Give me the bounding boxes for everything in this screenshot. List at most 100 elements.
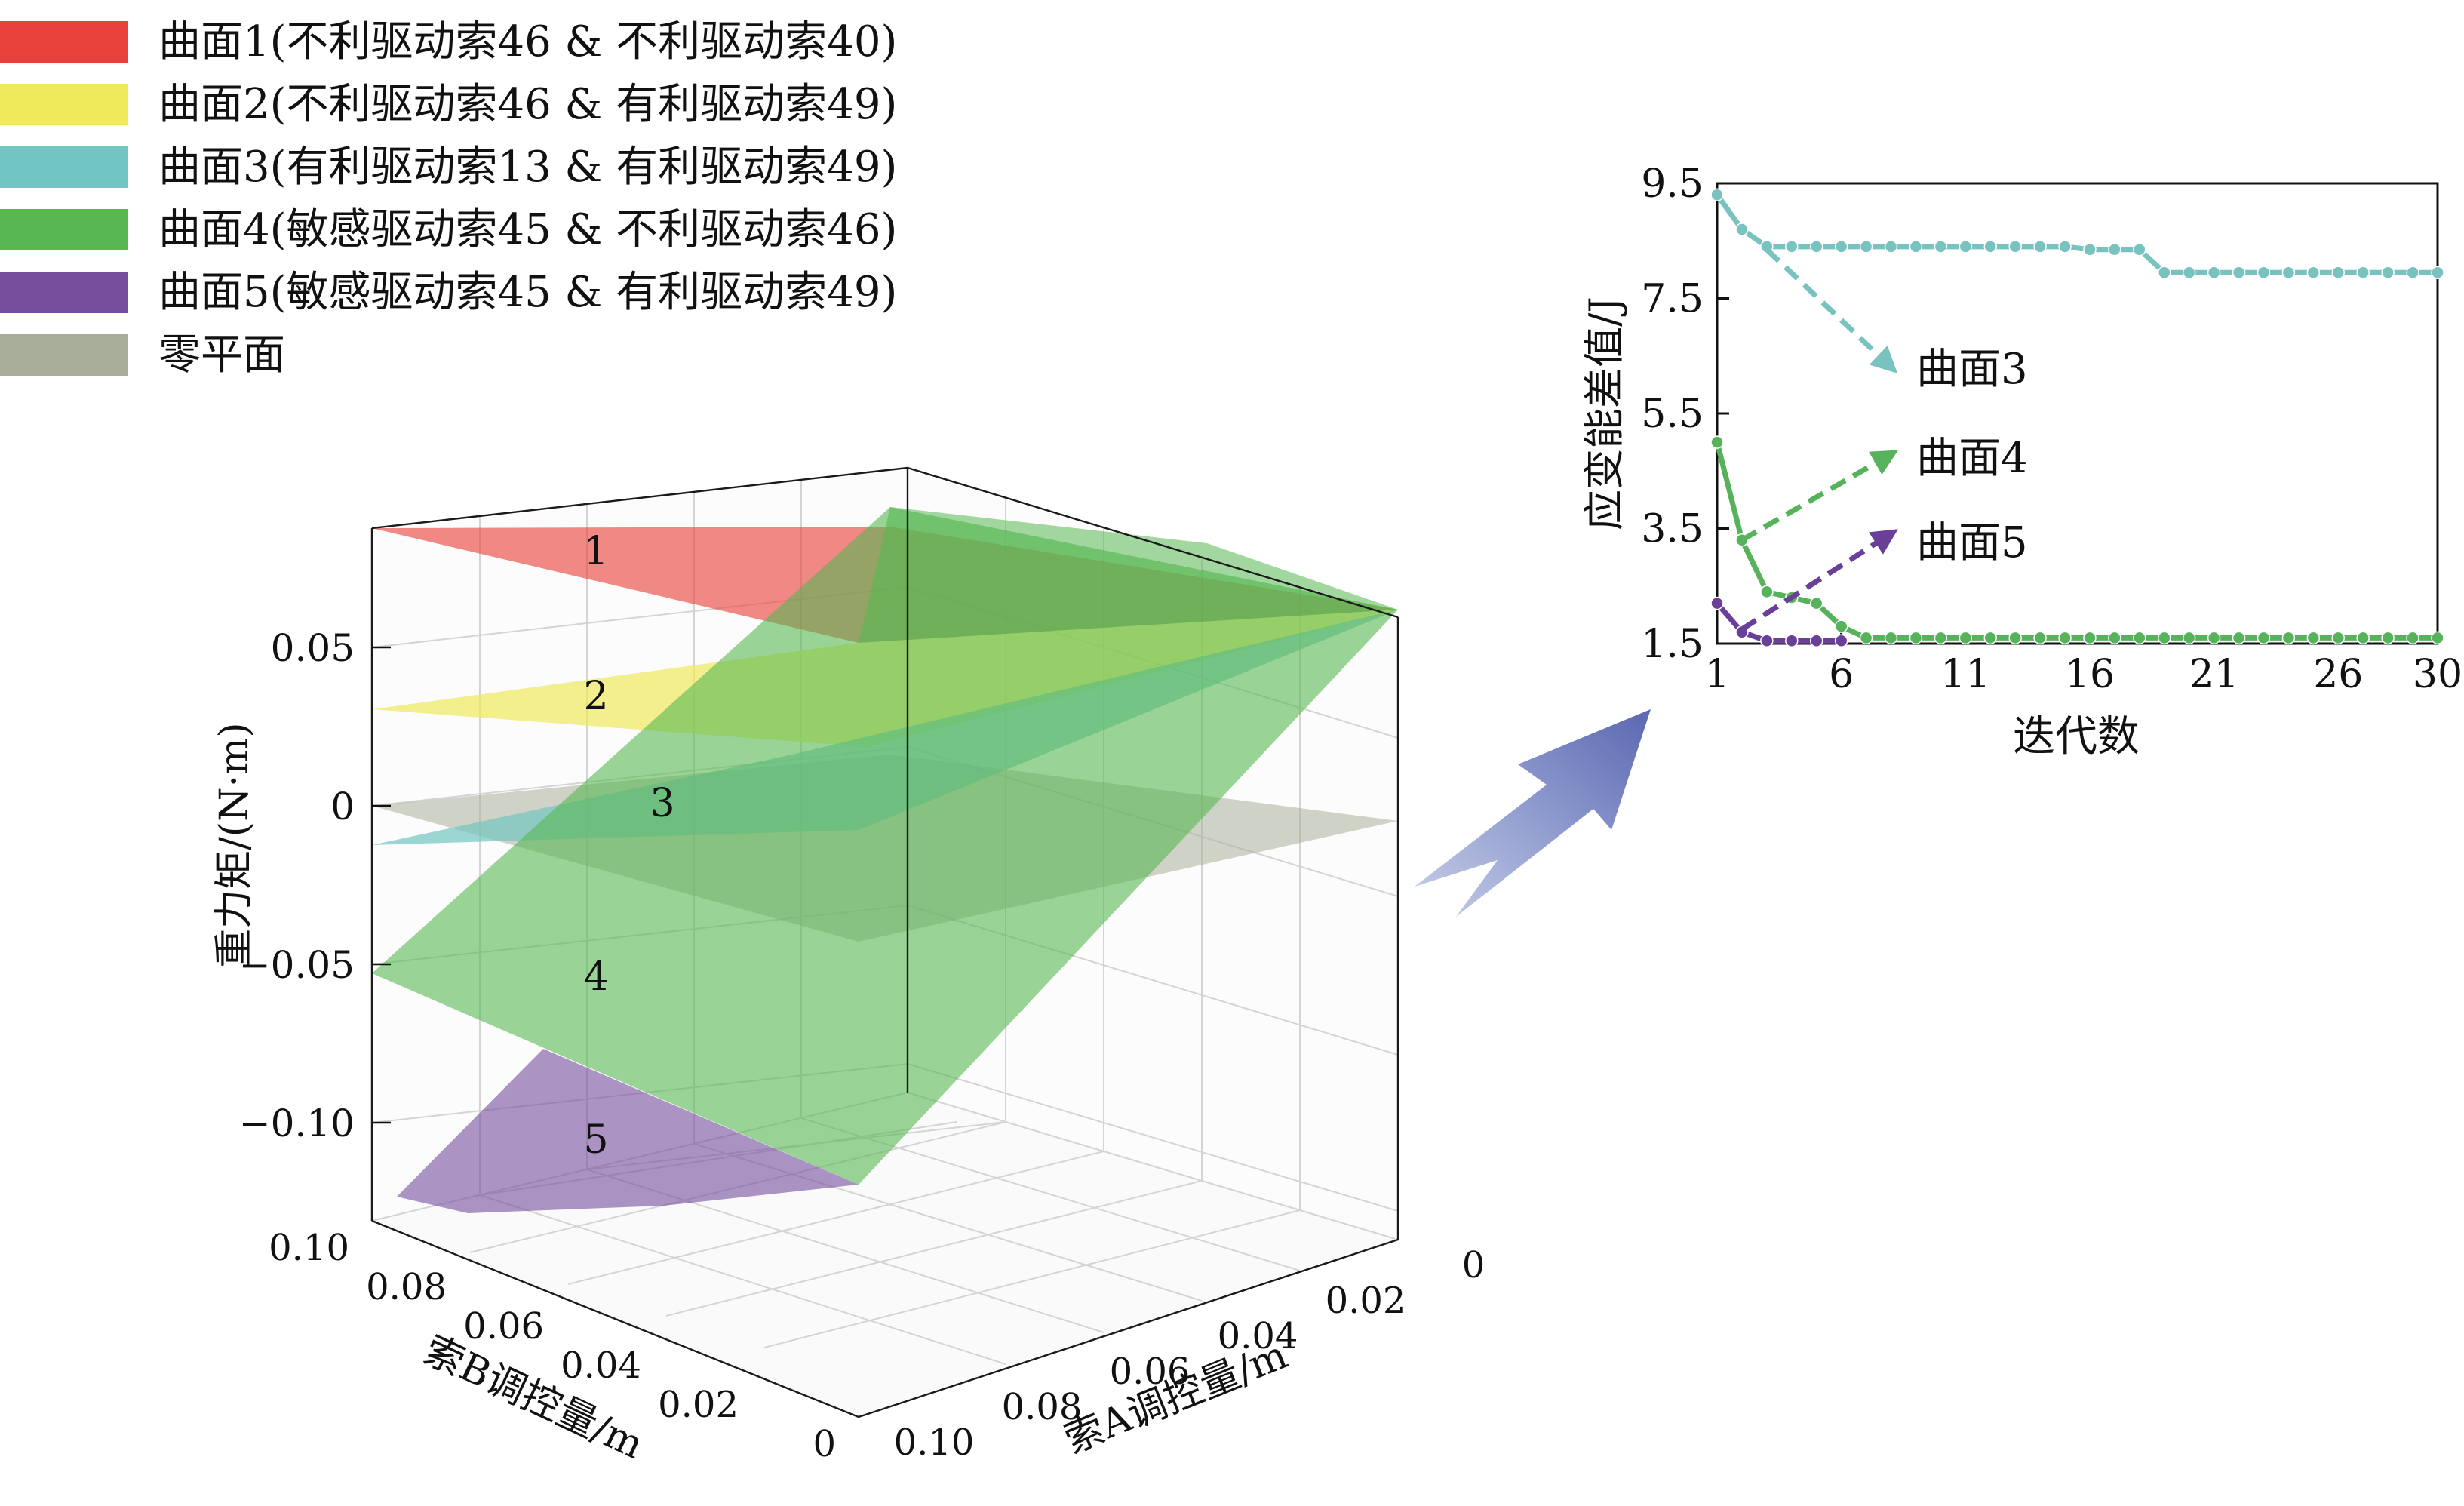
x-tick-label: 6	[1829, 652, 1854, 697]
y-tick-label: 5.5	[1641, 392, 1704, 437]
series-point-曲面4	[2083, 631, 2097, 645]
series-point-曲面4	[1884, 631, 1898, 645]
series-point-曲面4	[2207, 631, 2221, 645]
series-point-曲面3	[2033, 240, 2047, 254]
series-point-曲面3	[2158, 266, 2171, 279]
surface-label-3: 3	[650, 781, 674, 826]
y-tick-labels: 1.5 3.5 5.5 7.5 9.5	[1641, 161, 1704, 667]
x-tick-label: 1	[1704, 652, 1729, 697]
z-axis-label: 重力矩/(N·m)	[212, 722, 257, 967]
series-point-曲面4	[2008, 631, 2022, 645]
y-tick-label: 3.5	[1641, 507, 1704, 552]
series-point-曲面3	[2306, 266, 2321, 279]
series-point-曲面3	[1884, 240, 1898, 254]
series-point-曲面3	[1959, 240, 1973, 254]
y-axis-label: 应变能差值/J	[1581, 297, 1628, 530]
a-tick-label: 0.08	[1002, 1386, 1083, 1428]
annotation-arrow	[1765, 247, 1898, 373]
z-tick-label: −0.10	[239, 1102, 355, 1145]
annotation-arrow	[1740, 529, 1898, 632]
series-point-曲面3	[2008, 240, 2022, 254]
series-point-曲面3	[2331, 266, 2346, 279]
series-point-曲面3	[2281, 266, 2296, 279]
a-axis-tick-labels: 0.10 0.08 0.06 0.04 0.02 0	[894, 1244, 1485, 1464]
legend-label-6: 零平面	[158, 330, 285, 380]
legend-swatch-1	[0, 21, 128, 63]
series-point-曲面3	[2207, 266, 2221, 279]
series-point-曲面4	[2108, 631, 2121, 645]
z-axis-tick-labels: 0.05 0 −0.05 −0.10	[239, 626, 355, 1145]
series-point-曲面3	[1834, 240, 1848, 254]
b-tick-label: 0.02	[658, 1384, 739, 1426]
series-point-曲面3	[1710, 188, 1724, 201]
surface-label-4: 4	[583, 954, 608, 1000]
series-point-曲面3	[2356, 266, 2370, 279]
series-point-曲面3	[2232, 266, 2246, 279]
series-point-曲面3	[1809, 240, 1823, 254]
series-point-曲面3	[2406, 266, 2419, 279]
a-tick-label: 0.04	[1218, 1315, 1298, 1357]
x-tick-label: 26	[2313, 652, 2363, 697]
surface-label-5: 5	[583, 1117, 608, 1163]
legend-label-3: 曲面3(有利驱动索13 & 有利驱动索49)	[158, 143, 897, 192]
annotation-label: 曲面3	[1916, 345, 2028, 394]
legend-swatch-6	[0, 334, 128, 376]
plot-frame	[1716, 182, 2439, 645]
y-tick-label: 9.5	[1641, 161, 1704, 207]
series-point-曲面4	[1809, 596, 1823, 610]
series-point-曲面4	[2431, 631, 2444, 645]
y-tick-label: 7.5	[1641, 277, 1704, 322]
series-point-曲面4	[1909, 631, 1923, 645]
series-point-曲面3	[2381, 266, 2395, 279]
series-point-曲面3	[2108, 242, 2121, 257]
z-tick-label: −0.05	[239, 943, 355, 987]
series-point-曲面4	[2033, 631, 2047, 645]
series-point-曲面4	[2158, 631, 2171, 645]
series-point-曲面5	[1834, 634, 1848, 647]
series-point-曲面4	[1834, 619, 1848, 633]
surface-4	[372, 507, 1398, 1185]
series-point-曲面3	[2182, 266, 2196, 279]
series-point-曲面3	[1983, 240, 1997, 254]
legend-label-4: 曲面4(敏感驱动索45 & 不利驱动索46)	[158, 205, 897, 254]
series-point-曲面5	[1809, 634, 1823, 647]
legend-swatch-5	[0, 272, 128, 313]
surface-label-1: 1	[583, 529, 608, 574]
b-axis-tick-labels: 0.10 0.08 0.06 0.04 0.02 0	[269, 1227, 836, 1465]
x-tick-label: 11	[1940, 652, 1990, 697]
y-tick-label: 1.5	[1641, 622, 1704, 667]
b-tick-label: 0.06	[463, 1305, 544, 1348]
b-tick-label: 0	[813, 1423, 836, 1465]
series-point-曲面4	[2381, 631, 2395, 645]
surface-label-2: 2	[583, 674, 608, 719]
series-point-曲面3	[1909, 240, 1923, 254]
a-tick-label: 0.06	[1110, 1351, 1191, 1393]
series-point-曲面4	[2257, 631, 2271, 645]
series-point-曲面3	[1735, 223, 1749, 236]
z-axis-ticks	[372, 646, 391, 1124]
series-point-曲面3	[2257, 266, 2271, 279]
a-tick-label: 0	[1462, 1244, 1485, 1286]
series-point-曲面4	[2331, 631, 2346, 645]
series-point-曲面5	[1785, 634, 1799, 647]
surface-number-labels: 1 2 3 4 5	[583, 529, 674, 1163]
series-annotations: 曲面3 曲面4 曲面5	[1740, 247, 2028, 632]
series-point-曲面4	[1934, 631, 1948, 645]
series-point-曲面4	[1983, 631, 1997, 645]
legend: 曲面1(不利驱动索46 & 不利驱动索40) 曲面2(不利驱动索46 & 有利驱动…	[0, 17, 897, 380]
b-tick-label: 0.04	[561, 1345, 641, 1387]
series-point-曲面3	[1785, 240, 1799, 254]
series-point-曲面3	[2083, 242, 2097, 257]
annotation-label: 曲面5	[1916, 518, 2028, 567]
series-point-曲面3	[2058, 240, 2072, 254]
z-tick-label: 0.05	[271, 626, 355, 670]
series-point-曲面4	[1859, 631, 1873, 645]
annotation-arrow	[1740, 450, 1899, 542]
series-point-曲面3	[2133, 242, 2146, 257]
surface-5	[397, 1049, 859, 1213]
legend-label-2: 曲面2(不利驱动索46 & 有利驱动索49)	[158, 80, 897, 129]
